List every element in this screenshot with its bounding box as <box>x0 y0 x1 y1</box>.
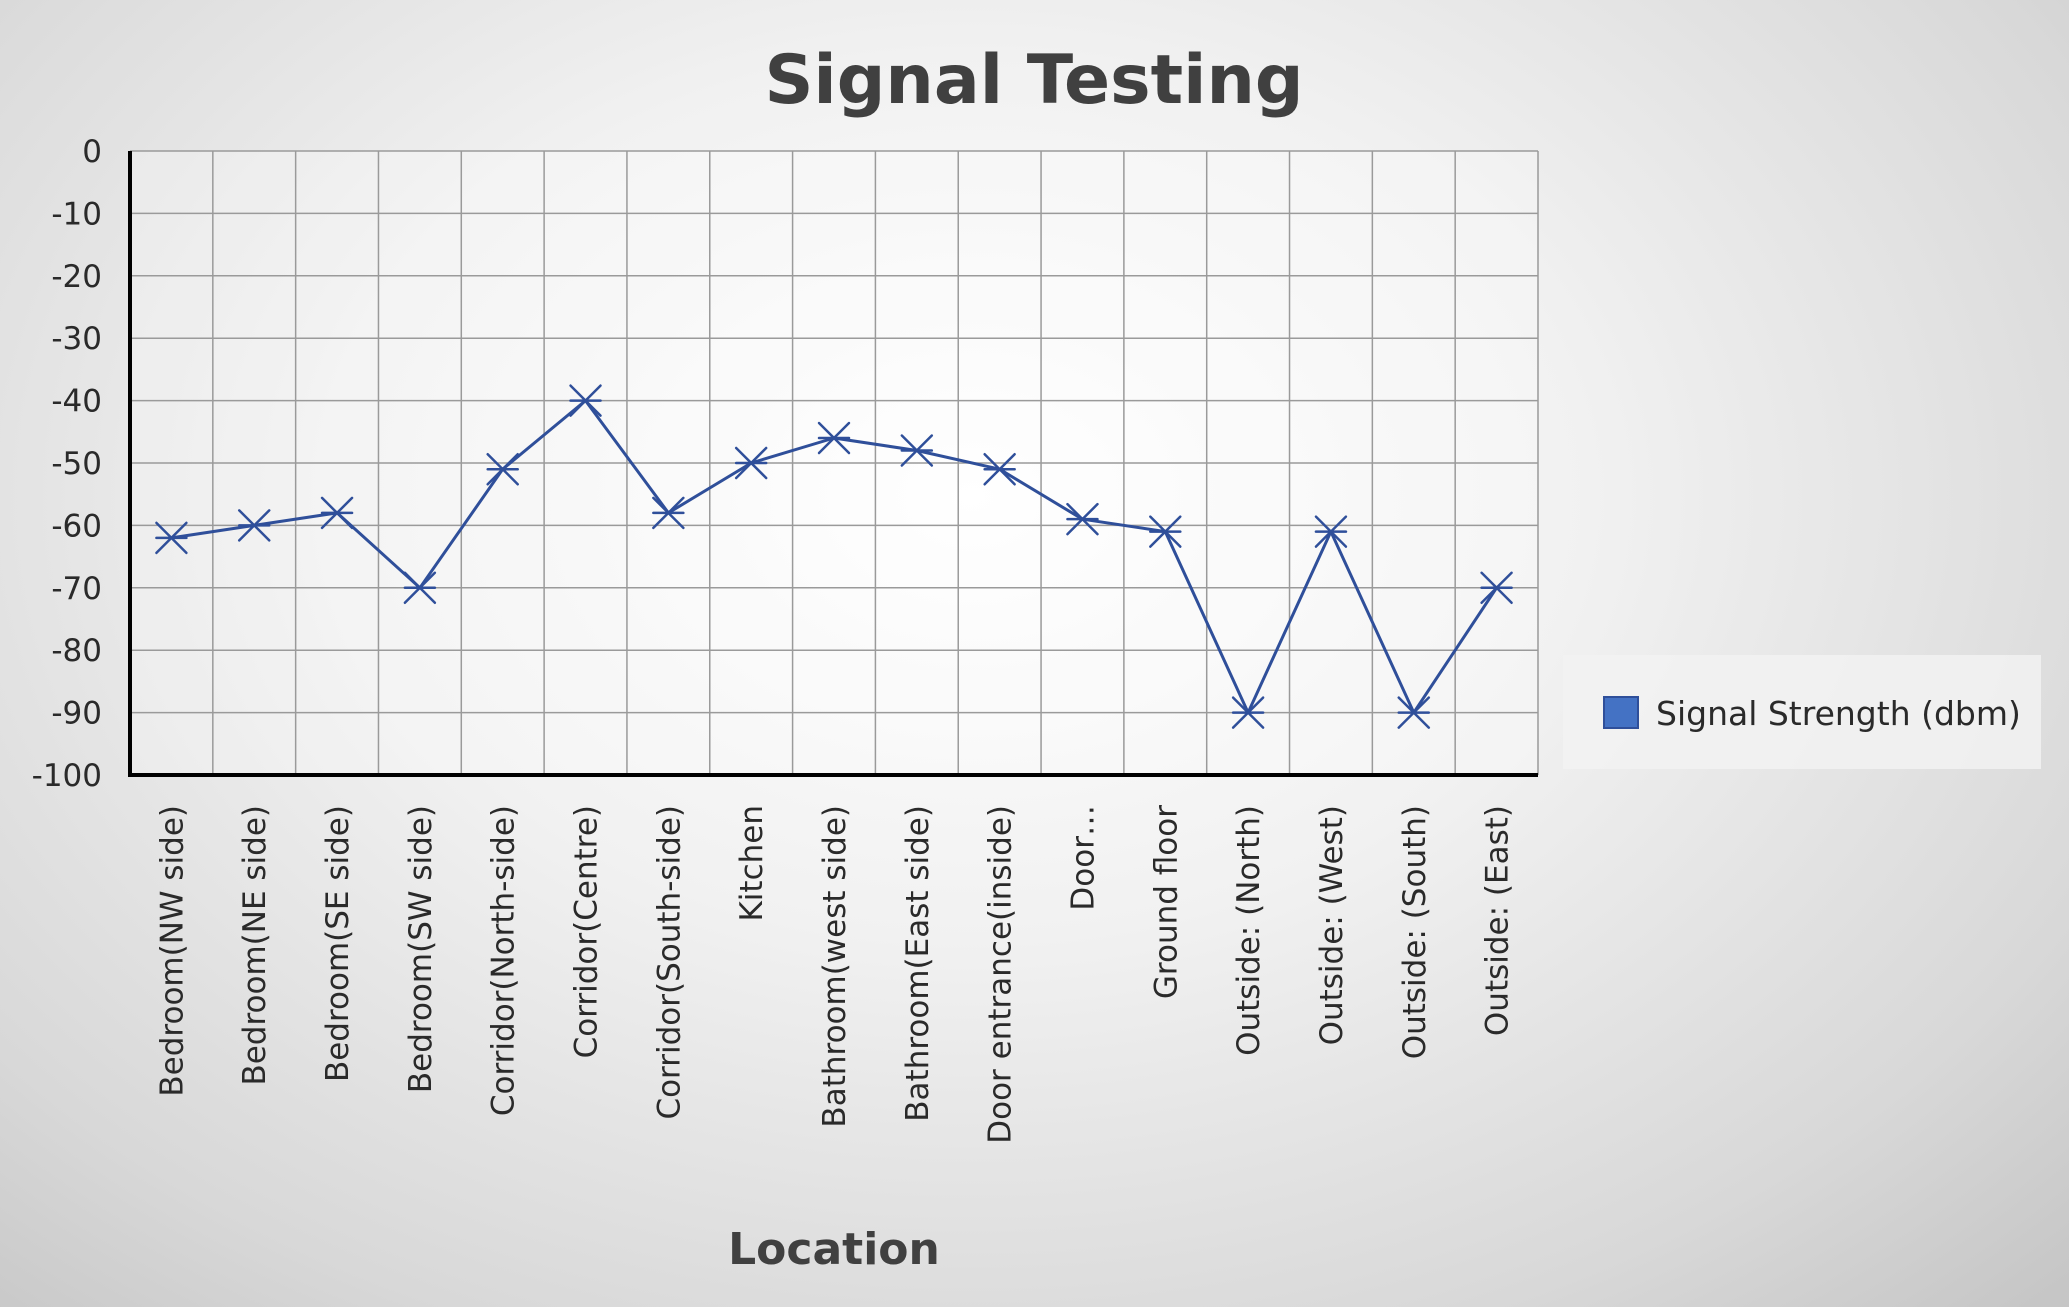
grid-layer <box>130 150 1539 775</box>
y-tick-label: 0 <box>82 134 102 170</box>
x-tick-label: Bedroom(SW side) <box>403 805 439 1093</box>
chart-title: Signal Testing <box>764 41 1303 120</box>
x-tick-label: Corridor(South-side) <box>651 805 687 1120</box>
axis-layer <box>128 151 1538 777</box>
data-point-marker <box>1314 515 1348 548</box>
y-tick-label: -100 <box>32 758 102 794</box>
y-tick-label: -10 <box>51 196 102 232</box>
x-tick-labels: Bedroom(NW side) Bedroom(NE side) Bedroom(… <box>154 805 1515 1144</box>
data-point-marker <box>983 452 1016 486</box>
y-tick-label: -70 <box>51 571 102 607</box>
data-point-marker <box>1397 696 1431 729</box>
data-point-marker <box>652 496 685 530</box>
y-tick-label: -30 <box>51 321 102 357</box>
x-tick-label: Outside: (North) <box>1231 805 1267 1056</box>
x-tick-label: Corridor(North-side) <box>486 805 522 1116</box>
x-tick-label: Door entrance(inside) <box>983 805 1019 1144</box>
x-tick-label: Outside: (West) <box>1314 805 1350 1045</box>
x-tick-label: Bathroom(west side) <box>817 805 853 1128</box>
y-tick-label: -80 <box>51 633 102 669</box>
x-tick-label: Bedroom(NE side) <box>237 805 273 1086</box>
legend: Signal Strength (dbm) <box>1563 655 2041 769</box>
x-tick-label: Bedroom(SE side) <box>320 805 356 1082</box>
data-point-marker <box>569 384 602 417</box>
data-point-marker <box>403 571 437 605</box>
x-tick-label: Bathroom(East side) <box>900 805 936 1122</box>
legend-label: Signal Strength (dbm) <box>1656 694 2021 733</box>
y-tick-label: -40 <box>51 384 102 420</box>
x-tick-label: Outside: (East) <box>1480 805 1516 1036</box>
data-point-marker <box>1480 571 1513 605</box>
x-tick-label: Door… <box>1065 805 1101 911</box>
x-tick-label: Bedroom(NW side) <box>154 805 190 1097</box>
x-tick-label: Corridor(Centre) <box>569 805 605 1058</box>
data-point-marker <box>734 446 768 480</box>
y-tick-labels: 0 -10 -20 -30 -40 -50 -60 -70 -80 -90 -100 <box>32 134 102 794</box>
y-tick-label: -90 <box>51 696 102 732</box>
data-point-marker <box>155 521 188 555</box>
data-point-marker <box>486 452 519 486</box>
data-point-marker <box>1149 515 1182 548</box>
data-point-marker <box>817 421 851 455</box>
x-tick-label: Kitchen <box>734 805 770 922</box>
y-tick-label: -50 <box>51 446 102 482</box>
data-point-marker <box>320 496 354 530</box>
x-axis-title: Location <box>728 1224 940 1275</box>
data-point-marker <box>1231 696 1265 729</box>
x-tick-label: Ground floor <box>1148 805 1184 999</box>
series-layer <box>155 384 1513 729</box>
x-tick-label: Outside: (South) <box>1397 805 1433 1059</box>
y-tick-label: -20 <box>51 259 102 295</box>
data-point-marker <box>237 509 271 542</box>
legend-swatch <box>1603 696 1639 729</box>
data-point-marker <box>900 434 934 467</box>
legend-box <box>1563 655 2041 769</box>
y-tick-label: -60 <box>51 508 102 544</box>
data-point-marker <box>1066 502 1099 536</box>
